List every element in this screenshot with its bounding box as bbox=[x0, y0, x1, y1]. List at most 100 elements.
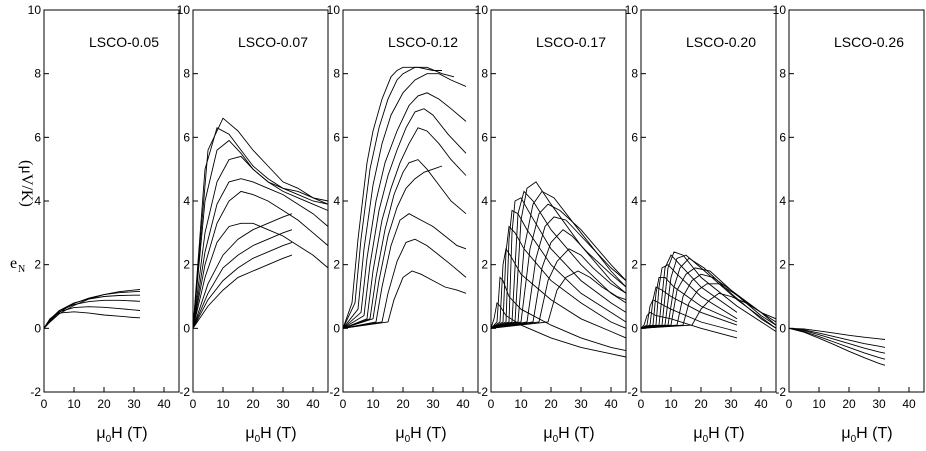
x-tick-label: 0 bbox=[638, 397, 645, 411]
y-tick-label: 8 bbox=[183, 67, 190, 81]
panel-title: LSCO-0.12 bbox=[388, 34, 458, 50]
x-tick-label: 40 bbox=[306, 397, 320, 411]
series-line-1 bbox=[192, 117, 329, 329]
series-line-11 bbox=[490, 216, 627, 329]
series-line-9 bbox=[640, 257, 777, 329]
series-line-2 bbox=[788, 327, 886, 348]
y-tick-label: 4 bbox=[631, 194, 638, 208]
x-tick-label: 30 bbox=[426, 397, 440, 411]
x-tick-label: 20 bbox=[246, 397, 260, 411]
series-line-13 bbox=[640, 292, 777, 329]
y-axis-title-subscript: N bbox=[18, 264, 25, 275]
series-line-3 bbox=[342, 73, 467, 329]
x-axis-title: μ0H (T) bbox=[395, 425, 446, 445]
y-tick-label: 10 bbox=[475, 3, 489, 17]
series-line-9 bbox=[490, 190, 627, 329]
series-line-1 bbox=[342, 66, 442, 329]
y-tick-label: 2 bbox=[183, 258, 190, 272]
y-tick-label: 4 bbox=[333, 194, 340, 208]
x-tick-label: 40 bbox=[456, 397, 470, 411]
panel-title: LSCO-0.20 bbox=[686, 34, 756, 50]
y-tick-label: 2 bbox=[333, 258, 340, 272]
series-line-8 bbox=[192, 213, 293, 329]
series-line-7 bbox=[640, 251, 777, 332]
y-tick-label: 10 bbox=[177, 3, 191, 17]
x-tick-label: 10 bbox=[67, 397, 81, 411]
y-tick-label: 0 bbox=[34, 321, 41, 335]
x-axis-title: μ0H (T) bbox=[96, 425, 147, 445]
series-line-11 bbox=[192, 254, 293, 329]
x-tick-label: 30 bbox=[724, 397, 738, 411]
panel-title: LSCO-0.26 bbox=[834, 34, 904, 50]
x-tick-label: 20 bbox=[842, 397, 856, 411]
y-tick-label: 8 bbox=[333, 67, 340, 81]
x-tick-label: 0 bbox=[488, 397, 495, 411]
series-line-6 bbox=[192, 190, 329, 329]
series-line-10 bbox=[490, 203, 627, 329]
y-axis-title: e N (μV/K) bbox=[10, 160, 35, 275]
y-tick-label: 6 bbox=[183, 130, 190, 144]
series-line-5 bbox=[640, 264, 738, 329]
x-axis-title: μ0H (T) bbox=[543, 425, 594, 445]
series-line-1 bbox=[490, 301, 627, 358]
y-axis-title-main: e bbox=[10, 255, 17, 272]
series-line-7 bbox=[490, 190, 627, 329]
y-tick-label: 4 bbox=[34, 194, 41, 208]
series-line-2 bbox=[192, 127, 329, 329]
series-line-7 bbox=[342, 159, 467, 329]
panel-frame bbox=[640, 9, 777, 393]
series-line-12 bbox=[640, 283, 777, 329]
series-line-1 bbox=[788, 327, 886, 340]
panel-title: LSCO-0.07 bbox=[238, 34, 308, 50]
x-tick-label: 20 bbox=[396, 397, 410, 411]
series-line-6 bbox=[490, 197, 627, 329]
y-tick-label: 2 bbox=[34, 258, 41, 272]
x-tick-label: 10 bbox=[216, 397, 230, 411]
series-line-7 bbox=[192, 222, 329, 329]
series-line-10 bbox=[192, 241, 293, 329]
y-tick-label: 4 bbox=[779, 194, 786, 208]
series-line-9 bbox=[192, 229, 293, 329]
series-line-5 bbox=[490, 209, 627, 329]
series-line-10 bbox=[640, 267, 777, 329]
series-line-3 bbox=[43, 299, 141, 329]
y-tick-label: 8 bbox=[779, 67, 786, 81]
series-line-8 bbox=[490, 181, 627, 329]
series-line-2 bbox=[342, 66, 455, 329]
x-tick-label: 10 bbox=[366, 397, 380, 411]
x-tick-label: 10 bbox=[664, 397, 678, 411]
y-tick-label: -2 bbox=[477, 385, 488, 399]
x-tick-label: 10 bbox=[812, 397, 826, 411]
y-tick-label: 4 bbox=[481, 194, 488, 208]
series-line-1 bbox=[640, 311, 738, 339]
x-tick-label: 0 bbox=[41, 397, 48, 411]
series-line-6 bbox=[43, 289, 141, 329]
y-tick-label: 0 bbox=[631, 321, 638, 335]
y-tick-label: 2 bbox=[481, 258, 488, 272]
y-tick-label: 10 bbox=[28, 3, 42, 17]
panel-frame bbox=[43, 9, 180, 393]
y-tick-label: 6 bbox=[333, 130, 340, 144]
x-tick-label: 0 bbox=[190, 397, 197, 411]
y-tick-label: 0 bbox=[333, 321, 340, 335]
series-line-2 bbox=[640, 299, 738, 332]
y-tick-label: -2 bbox=[329, 385, 340, 399]
panel-frame bbox=[192, 9, 329, 393]
series-line-6 bbox=[640, 254, 738, 329]
y-tick-label: 10 bbox=[625, 3, 639, 17]
series-line-4 bbox=[788, 327, 886, 360]
y-tick-label: 8 bbox=[481, 67, 488, 81]
panel-frame bbox=[490, 9, 627, 393]
y-tick-label: 8 bbox=[631, 67, 638, 81]
x-tick-label: 20 bbox=[97, 397, 111, 411]
y-tick-label: 4 bbox=[183, 194, 190, 208]
x-tick-label: 30 bbox=[276, 397, 290, 411]
y-tick-label: 0 bbox=[481, 321, 488, 335]
